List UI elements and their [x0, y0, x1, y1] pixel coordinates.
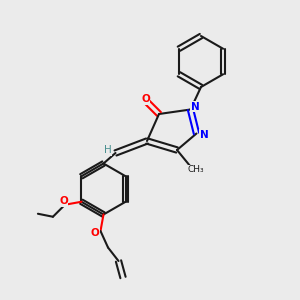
- Text: N: N: [200, 130, 208, 140]
- Text: O: O: [141, 94, 150, 104]
- Text: O: O: [59, 196, 68, 206]
- Text: H: H: [104, 145, 112, 155]
- Text: CH₃: CH₃: [188, 165, 204, 174]
- Text: N: N: [190, 101, 200, 112]
- Text: O: O: [91, 227, 100, 238]
